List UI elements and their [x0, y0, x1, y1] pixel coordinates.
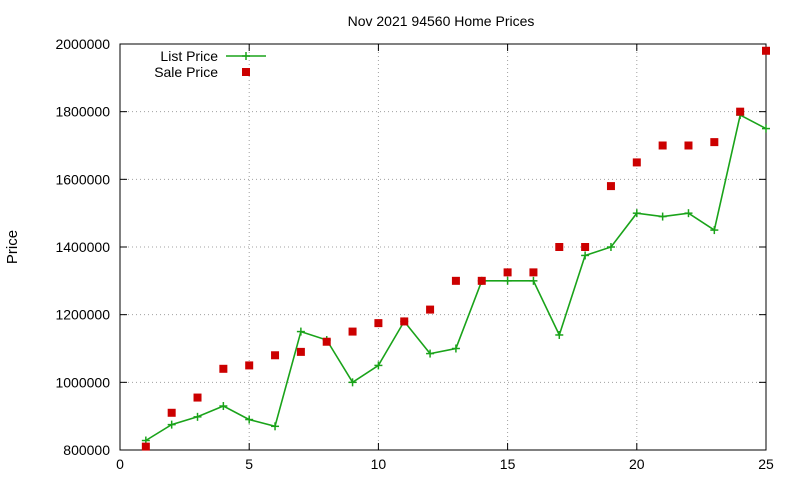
- list-price-point: [374, 361, 383, 370]
- sale-price-point: [348, 327, 357, 336]
- y-tick-label: 1800000: [55, 104, 110, 120]
- list-price-point: [710, 226, 719, 235]
- list-price-point: [271, 422, 280, 431]
- y-tick-label: 2000000: [55, 36, 110, 52]
- y-tick-label: 1600000: [55, 171, 110, 187]
- list-price-point: [451, 344, 460, 353]
- list-price-point: [193, 412, 202, 421]
- x-tick-labels: 0 5 10 15 20 25: [116, 456, 774, 472]
- list-price-point: [606, 243, 615, 251]
- list-price-point: [426, 349, 435, 358]
- legend-square-swatch: [242, 68, 250, 76]
- sale-price-point: [219, 364, 228, 373]
- sale-price-point: [684, 141, 693, 150]
- sale-price-point: [245, 361, 254, 370]
- sale-price-point: [426, 305, 435, 314]
- sale-price-point: [632, 158, 641, 167]
- sale-price-point: [736, 107, 745, 116]
- sale-price-point: [710, 138, 719, 147]
- sale-price-point: [555, 243, 564, 251]
- y-tick-label: 800000: [63, 442, 110, 458]
- sale-price-point: [193, 393, 202, 402]
- y-axis-label: Price: [4, 230, 21, 264]
- x-tick-label: 0: [116, 456, 124, 472]
- list-price-point: [529, 276, 538, 285]
- sale-price-point: [529, 268, 538, 277]
- list-price-point: [296, 327, 305, 336]
- legend-label: Sale Price: [154, 64, 218, 80]
- sale-price-point: [581, 243, 590, 251]
- axis-ticks: [119, 43, 767, 451]
- sale-price-point: [762, 46, 770, 55]
- sale-price-point: [451, 276, 460, 285]
- list-price-point: [658, 212, 667, 221]
- y-tick-label: 1000000: [55, 374, 110, 390]
- sale-price-point: [503, 268, 512, 277]
- y-tick-label: 1200000: [55, 307, 110, 323]
- sale-price-point: [167, 408, 176, 417]
- x-tick-label: 20: [629, 456, 645, 472]
- list-price-point: [632, 209, 641, 218]
- sale-price-point: [400, 317, 409, 326]
- sale-price-point: [658, 141, 667, 150]
- series-layer: [141, 46, 770, 451]
- list-price-point: [684, 209, 693, 218]
- y-tick-label: 1400000: [55, 239, 110, 255]
- list-price-point: [348, 378, 357, 387]
- sale-price-point: [271, 351, 280, 360]
- sale-price-point: [374, 319, 383, 328]
- x-tick-label: 5: [245, 456, 253, 472]
- chart-title: Nov 2021 94560 Home Prices: [348, 13, 535, 29]
- sale-price-point: [141, 442, 150, 451]
- grid-lines: [120, 44, 766, 450]
- legend-label: List Price: [160, 48, 218, 64]
- list-price-point: [167, 420, 176, 429]
- list-price-point: [762, 124, 770, 133]
- x-tick-label: 25: [758, 456, 774, 472]
- list-price-point: [555, 330, 564, 339]
- x-tick-label: 15: [500, 456, 516, 472]
- list-price-point: [581, 251, 590, 260]
- list-price-point: [245, 415, 254, 424]
- list-price-point: [503, 276, 512, 285]
- legend-plus-swatch: [242, 52, 250, 60]
- sale-price-point: [606, 182, 615, 191]
- sale-price-point: [477, 276, 486, 285]
- sale-price-point: [296, 347, 305, 356]
- x-tick-label: 10: [371, 456, 387, 472]
- y-tick-labels: 800000 1000000 1200000 1400000 1600000 180000…: [55, 36, 110, 458]
- list-price-point: [219, 402, 228, 411]
- sale-price-point: [322, 337, 331, 346]
